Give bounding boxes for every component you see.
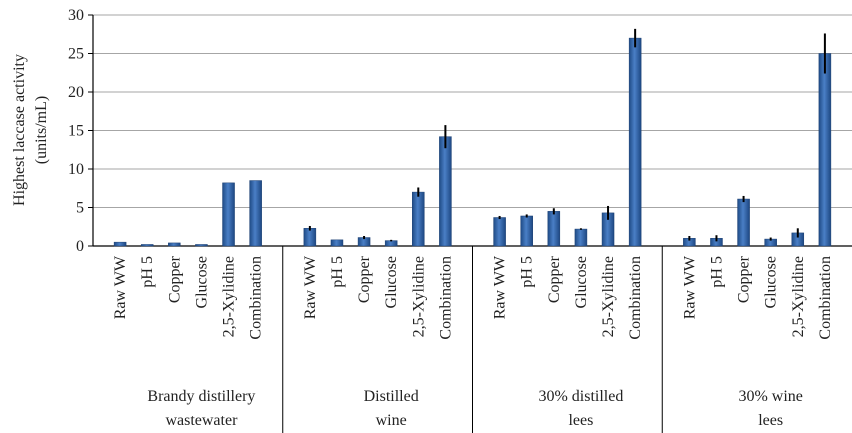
group-label: lees — [758, 412, 783, 429]
bar — [249, 180, 262, 247]
bar — [818, 53, 832, 247]
category-label: Combination — [627, 256, 644, 340]
category-label: 2,5-Xylidine — [221, 256, 238, 337]
bar — [574, 228, 588, 247]
y-tick-label: 25 — [68, 46, 84, 63]
category-label: Glucose — [573, 256, 590, 308]
category-label: Raw WW — [302, 255, 319, 319]
bar — [140, 244, 154, 247]
category-label: Glucose — [193, 256, 210, 308]
category-label: Raw WW — [681, 255, 698, 319]
group-label: 30% wine — [738, 388, 802, 405]
category-label: Glucose — [763, 256, 780, 308]
bar — [168, 242, 181, 247]
bar — [384, 240, 398, 247]
bar — [628, 37, 642, 247]
group-label: lees — [568, 412, 593, 429]
group-label: wine — [376, 412, 407, 429]
bar — [113, 241, 127, 247]
category-label: Raw WW — [492, 255, 509, 319]
category-label: pH 5 — [519, 256, 536, 288]
category-label: 2,5-Xylidine — [600, 256, 617, 337]
group-label: Distilled — [364, 388, 419, 405]
category-label: Copper — [166, 255, 183, 303]
bar — [330, 239, 344, 247]
group-label: 30% distilled — [538, 388, 623, 405]
bar — [493, 217, 506, 247]
group-label: Brandy distillery — [147, 388, 255, 405]
category-label: Combination — [248, 256, 265, 340]
y-tick-label: 15 — [68, 123, 84, 140]
category-label: Copper — [546, 255, 563, 303]
y-axis-label: Highest laccase activity — [11, 54, 28, 206]
bar — [520, 215, 533, 247]
y-axis-label: (units/mL) — [33, 96, 50, 164]
y-tick-label: 20 — [68, 84, 84, 101]
y-tick-label: 0 — [76, 238, 84, 255]
bar — [303, 228, 317, 247]
bar — [222, 182, 235, 247]
category-label: pH 5 — [708, 256, 725, 288]
y-tick-label: 30 — [68, 7, 84, 24]
bar — [737, 198, 750, 247]
category-label: Combination — [817, 256, 834, 340]
category-label: 2,5-Xylidine — [790, 256, 807, 337]
category-label: Glucose — [383, 256, 400, 308]
category-label: Copper — [736, 255, 753, 303]
bar — [439, 136, 452, 247]
category-label: pH 5 — [139, 256, 156, 288]
category-label: pH 5 — [329, 256, 346, 288]
bar — [195, 244, 208, 247]
category-label: Copper — [356, 255, 373, 303]
category-label: Combination — [437, 256, 454, 340]
bar — [547, 211, 561, 247]
y-tick-label: 5 — [76, 200, 84, 217]
group-label: wastewater — [165, 412, 238, 429]
y-tick-label: 10 — [68, 161, 84, 178]
bar — [412, 191, 425, 247]
category-label: Raw WW — [112, 255, 129, 319]
category-label: 2,5-Xylidine — [410, 256, 427, 337]
